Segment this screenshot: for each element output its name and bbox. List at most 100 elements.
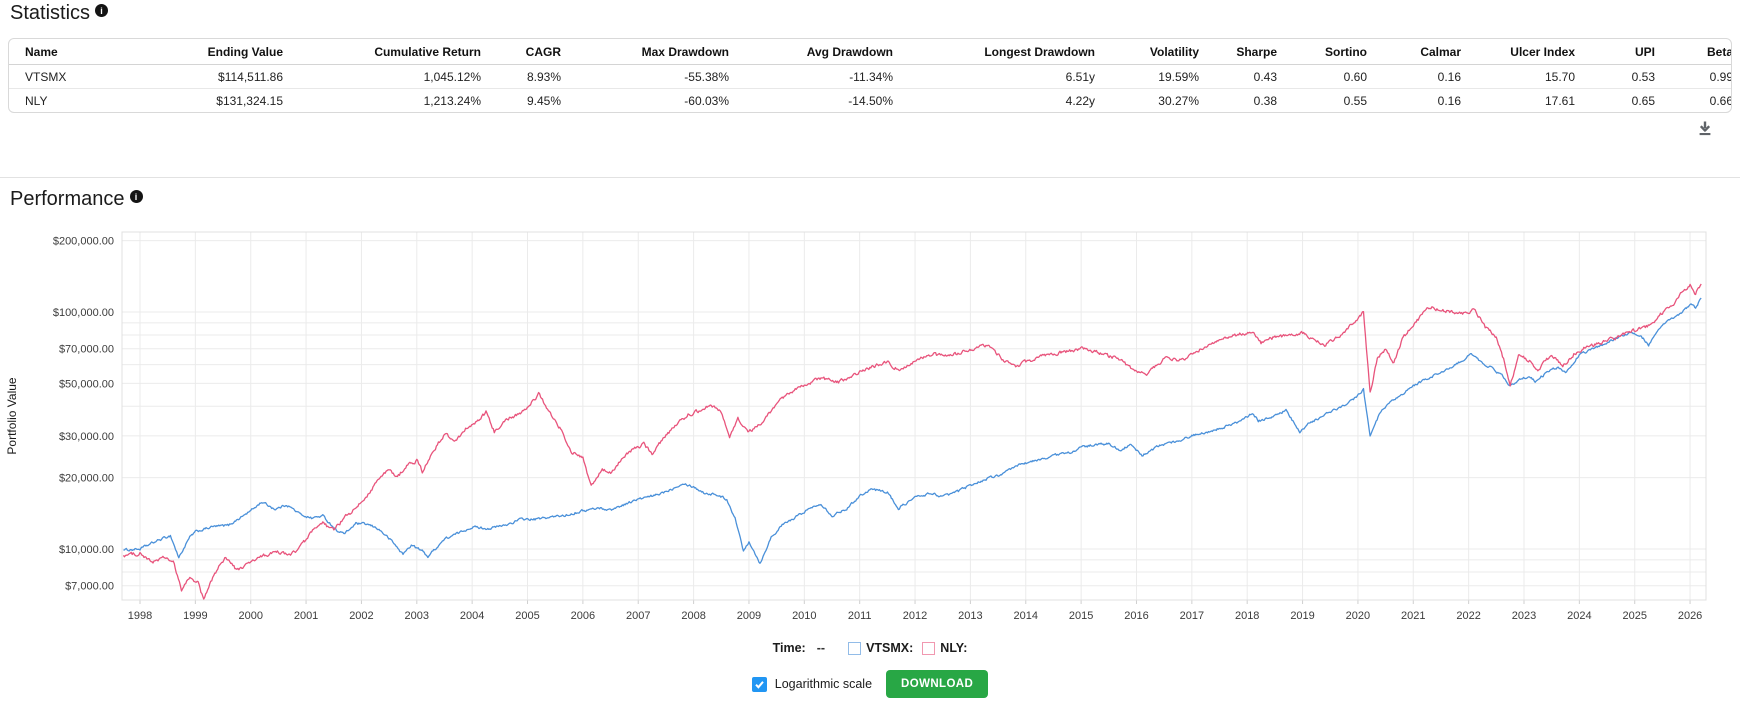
table-cell: 15.70 bbox=[1477, 64, 1591, 89]
table-cell: 9.45% bbox=[526, 93, 561, 108]
chart-legend: Time: -- VTSMX: NLY: bbox=[0, 641, 1740, 655]
table-cell: 1,213.24% bbox=[423, 93, 481, 108]
table-row: VTSMX $114,511.86 1,045.12% 8.93% -55.38% -11… bbox=[9, 64, 1731, 89]
performance-section-title: Performance i bbox=[10, 188, 143, 211]
x-axis-tick-label: 2003 bbox=[405, 610, 429, 622]
vtsmx-swatch-icon bbox=[848, 641, 862, 655]
column-header: Max Drawdown bbox=[577, 39, 745, 65]
column-header: CAGR bbox=[497, 39, 577, 65]
table-cell: 30.27% bbox=[1158, 93, 1199, 108]
x-axis-tick-label: 2002 bbox=[349, 610, 373, 622]
x-axis-tick-label: 2001 bbox=[294, 610, 318, 622]
x-axis-tick-label: 2013 bbox=[958, 610, 982, 622]
table-cell: $131,324.15 bbox=[216, 93, 283, 108]
x-axis-tick-label: 2011 bbox=[848, 610, 872, 622]
table-cell: 0.99 bbox=[1671, 64, 1731, 89]
performance-chart[interactable]: $200,000.00 $100,000.00 $70,000.00 $50,000.… bbox=[0, 212, 1740, 634]
legend-time-label: Time: bbox=[772, 641, 806, 655]
x-axis-tick-label: 2006 bbox=[571, 610, 595, 622]
table-cell: 0.16 bbox=[1437, 93, 1461, 108]
column-header: Volatility bbox=[1111, 39, 1215, 65]
x-axis-tick-label: 2018 bbox=[1235, 610, 1259, 622]
column-header: Cumulative Return bbox=[299, 39, 497, 65]
y-axis-tick-label: $100,000.00 bbox=[53, 307, 114, 319]
download-button[interactable]: DOWNLOAD bbox=[886, 670, 989, 698]
download-icon[interactable] bbox=[1696, 119, 1714, 137]
x-axis-tick-label: 2015 bbox=[1069, 610, 1093, 622]
table-cell: NLY bbox=[25, 93, 48, 108]
legend-item-vtsmx[interactable]: VTSMX: bbox=[848, 641, 913, 655]
series-line-vtsmx bbox=[123, 297, 1702, 564]
x-axis-tick-label: 2004 bbox=[460, 610, 484, 622]
y-axis-tick-label: $50,000.00 bbox=[59, 378, 114, 390]
checkmark-icon bbox=[755, 680, 764, 689]
y-axis-tick-label: $10,000.00 bbox=[59, 544, 114, 556]
column-header: Longest Drawdown bbox=[909, 39, 1111, 65]
column-header: Beta bbox=[1671, 39, 1731, 65]
x-axis-tick-label: 2010 bbox=[792, 610, 816, 622]
column-header: Name bbox=[9, 39, 191, 65]
table-cell: 0.16 bbox=[1383, 64, 1477, 89]
y-axis-tick-label: $70,000.00 bbox=[59, 344, 114, 356]
legend-time-value: -- bbox=[816, 641, 826, 655]
table-cell: -11.34% bbox=[745, 64, 909, 89]
statistics-download-row bbox=[1696, 119, 1714, 142]
x-axis-tick-label: 2024 bbox=[1567, 610, 1591, 622]
x-axis-tick-label: 2020 bbox=[1346, 610, 1370, 622]
table-cell: 17.61 bbox=[1544, 93, 1575, 108]
x-axis-tick-label: 1999 bbox=[183, 610, 207, 622]
y-axis-tick-label: $200,000.00 bbox=[53, 236, 114, 248]
table-cell: -14.50% bbox=[848, 93, 893, 108]
table-cell: 0.55 bbox=[1343, 93, 1367, 108]
table-cell: 0.65 bbox=[1631, 93, 1655, 108]
x-axis-tick-label: 2025 bbox=[1622, 610, 1646, 622]
x-axis-tick-label: 2022 bbox=[1456, 610, 1480, 622]
x-axis-tick-label: 2000 bbox=[238, 610, 262, 622]
statistics-table-container: Name Ending Value Cumulative Return CAGR Max… bbox=[8, 38, 1732, 113]
statistics-title-text: Statistics bbox=[10, 2, 91, 24]
table-cell: -60.03% bbox=[684, 93, 729, 108]
x-axis-tick-label: 2008 bbox=[681, 610, 705, 622]
chart-controls: Logarithmic scale DOWNLOAD bbox=[0, 670, 1740, 698]
nly-swatch-icon bbox=[922, 641, 936, 655]
x-axis-tick-label: 2009 bbox=[737, 610, 761, 622]
column-header: Ending Value bbox=[191, 39, 299, 65]
x-axis-tick-label: 2023 bbox=[1512, 610, 1536, 622]
x-axis-tick-label: 2016 bbox=[1124, 610, 1148, 622]
info-icon[interactable]: i bbox=[129, 190, 143, 203]
performance-title-text: Performance bbox=[10, 188, 125, 210]
column-header: UPI bbox=[1591, 39, 1671, 65]
x-axis-tick-label: 2026 bbox=[1678, 610, 1702, 622]
table-cell: 4.22y bbox=[1065, 93, 1095, 108]
table-cell: 0.38 bbox=[1253, 93, 1277, 108]
y-axis-title: Portfolio Value bbox=[5, 377, 19, 454]
column-header: Sharpe bbox=[1215, 39, 1293, 65]
legend-item-nly[interactable]: NLY: bbox=[922, 641, 967, 655]
table-cell: 8.93% bbox=[497, 64, 577, 89]
y-axis-tick-label: $7,000.00 bbox=[65, 581, 114, 593]
log-scale-checkbox[interactable] bbox=[751, 676, 767, 692]
column-header: Calmar bbox=[1383, 39, 1477, 65]
y-axis-tick-label: $20,000.00 bbox=[59, 473, 114, 485]
x-axis-tick-label: 2005 bbox=[515, 610, 539, 622]
column-header: Avg Drawdown bbox=[745, 39, 909, 65]
info-icon[interactable]: i bbox=[95, 4, 109, 17]
series-line-nly bbox=[122, 283, 1702, 600]
x-axis-tick-label: 2012 bbox=[903, 610, 927, 622]
statistics-table: Name Ending Value Cumulative Return CAGR Max… bbox=[9, 39, 1732, 113]
table-cell: 19.59% bbox=[1111, 64, 1215, 89]
legend-vtsmx-label: VTSMX: bbox=[866, 641, 914, 655]
table-row: NLY $131,324.15 1,213.24% 9.45% -60.03% -14.5… bbox=[9, 89, 1732, 113]
table-cell: 0.60 bbox=[1293, 64, 1383, 89]
log-scale-label: Logarithmic scale bbox=[774, 677, 873, 691]
table-cell: 6.51y bbox=[909, 64, 1111, 89]
section-divider bbox=[0, 177, 1740, 178]
y-axis-tick-label: $30,000.00 bbox=[59, 431, 114, 443]
x-axis-tick-label: 2021 bbox=[1401, 610, 1425, 622]
column-header: Ulcer Index bbox=[1477, 39, 1591, 65]
x-axis-tick-label: 2014 bbox=[1014, 610, 1038, 622]
table-cell: 0.53 bbox=[1591, 64, 1671, 89]
table-cell: -55.38% bbox=[577, 64, 745, 89]
x-axis-tick-label: 1998 bbox=[128, 610, 152, 622]
table-cell: 0.66 bbox=[1709, 93, 1732, 108]
